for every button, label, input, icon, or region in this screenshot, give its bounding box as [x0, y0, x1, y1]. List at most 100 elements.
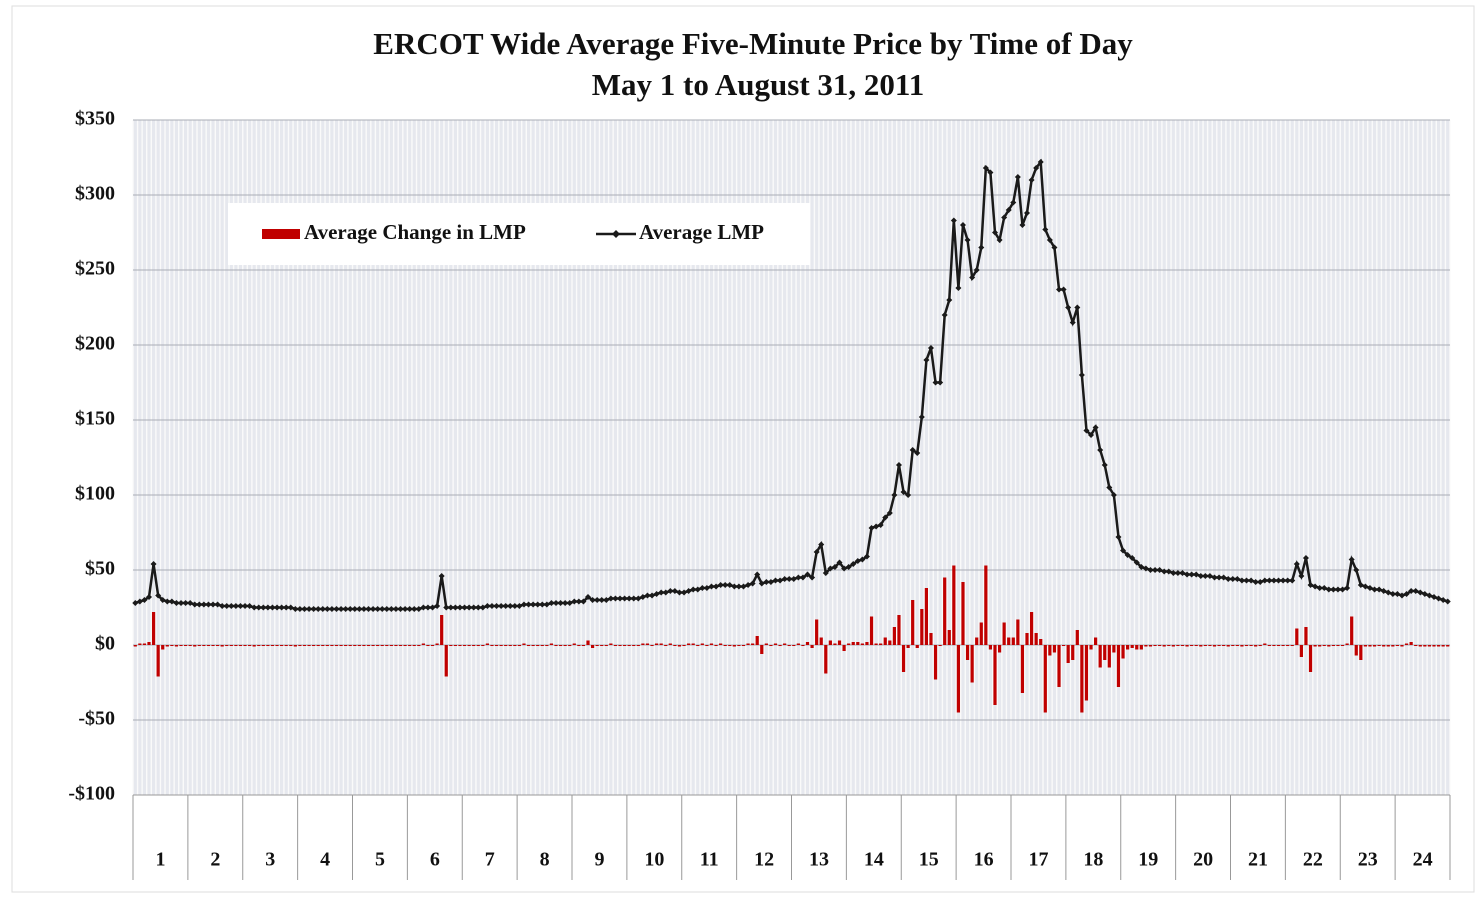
bar	[531, 645, 535, 646]
bar	[924, 588, 929, 645]
bar	[696, 645, 700, 646]
point-marker	[315, 606, 322, 612]
point-marker	[383, 606, 390, 612]
point-marker	[136, 598, 143, 605]
bar	[1007, 637, 1011, 645]
point-marker	[1188, 571, 1195, 578]
point-marker	[132, 600, 139, 606]
point-marker	[1005, 207, 1012, 213]
bar	[440, 615, 444, 645]
point-marker	[731, 583, 738, 590]
point-marker	[621, 595, 628, 602]
point-marker	[1394, 591, 1401, 597]
point-marker	[978, 244, 985, 251]
chart-title: ERCOT Wide Average Five-Minute Price by …	[373, 26, 1133, 61]
point-marker	[1101, 462, 1108, 468]
point-marker	[1238, 577, 1245, 584]
point-marker	[466, 604, 473, 611]
x-tick-label: 4	[320, 849, 330, 871]
bar	[874, 643, 878, 645]
point-marker	[758, 580, 765, 587]
bar	[705, 645, 709, 646]
bar	[417, 645, 421, 646]
point-marker	[1065, 304, 1072, 311]
point-marker	[973, 267, 980, 273]
point-marker	[328, 606, 335, 612]
bar	[773, 643, 778, 645]
bar	[709, 643, 714, 645]
bar	[1121, 645, 1125, 659]
point-marker	[1184, 571, 1191, 578]
bar	[1034, 633, 1038, 645]
point-marker	[905, 492, 912, 498]
bar	[741, 645, 746, 646]
point-marker	[745, 582, 752, 588]
bar	[1363, 645, 1368, 647]
bar	[1281, 645, 1285, 646]
bar	[568, 645, 572, 646]
bar	[590, 645, 595, 648]
point-marker	[1357, 582, 1364, 588]
point-marker	[1129, 555, 1136, 561]
point-marker	[379, 606, 386, 612]
point-marker	[1252, 579, 1259, 585]
legend-label: Average Change in LMP	[304, 220, 526, 244]
point-marker	[959, 222, 966, 228]
bar	[828, 640, 832, 645]
point-marker	[470, 604, 477, 611]
point-marker	[1060, 286, 1067, 293]
point-marker	[813, 549, 820, 555]
bar	[435, 643, 439, 645]
point-marker	[585, 594, 592, 600]
bar	[691, 643, 695, 645]
point-marker	[406, 606, 413, 612]
point-marker	[617, 595, 624, 602]
bar	[632, 645, 636, 646]
bar	[467, 645, 471, 646]
point-marker	[653, 591, 660, 597]
x-tick-label: 3	[265, 849, 275, 871]
point-marker	[365, 606, 372, 612]
point-marker	[886, 510, 893, 516]
point-marker	[461, 604, 468, 611]
point-marker	[1334, 586, 1341, 593]
point-marker	[324, 606, 331, 612]
point-marker	[1307, 582, 1314, 588]
point-marker	[1412, 588, 1419, 594]
x-tick-label: 5	[375, 849, 385, 871]
bar	[430, 645, 435, 646]
bar	[938, 645, 942, 646]
bar	[737, 645, 741, 646]
point-marker	[164, 598, 171, 605]
bar	[526, 645, 531, 646]
point-marker	[1120, 547, 1127, 554]
bar	[444, 645, 448, 677]
bar	[1043, 645, 1047, 713]
bar	[1327, 645, 1331, 647]
bar	[1368, 645, 1372, 647]
point-marker	[534, 601, 541, 608]
point-marker	[520, 601, 527, 608]
point-marker	[1234, 576, 1241, 582]
bar	[1098, 645, 1102, 668]
point-marker	[141, 597, 148, 603]
bar	[728, 645, 732, 646]
point-marker	[264, 604, 271, 611]
bar	[1249, 645, 1253, 646]
bar	[147, 642, 151, 645]
bar	[1222, 645, 1226, 646]
point-marker	[626, 595, 633, 602]
bar	[316, 645, 320, 646]
bar	[1089, 645, 1093, 650]
point-marker	[1014, 174, 1021, 180]
point-marker	[1051, 244, 1058, 251]
point-marker	[946, 297, 953, 303]
point-marker	[1088, 432, 1095, 438]
point-marker	[717, 582, 724, 588]
point-marker	[690, 586, 697, 593]
point-marker	[511, 603, 518, 609]
bar	[1295, 628, 1299, 645]
bar	[284, 645, 288, 646]
x-tick-label: 15	[919, 849, 939, 871]
